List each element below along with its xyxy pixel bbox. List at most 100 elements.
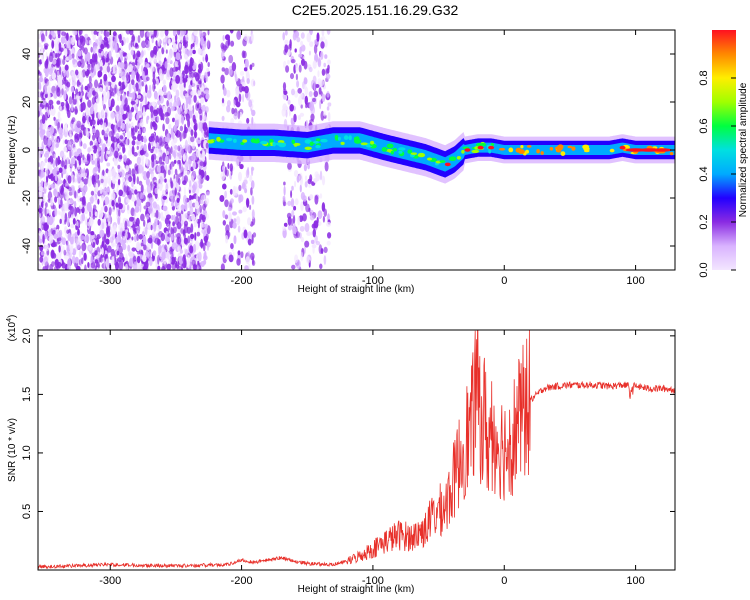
- noise-speckle: [160, 211, 164, 221]
- noise-speckle: [221, 115, 225, 122]
- noise-speckle: [299, 46, 302, 55]
- colorbar-gradient: [712, 30, 736, 270]
- noise-speckle: [114, 150, 119, 159]
- noise-speckle: [202, 242, 206, 252]
- noise-speckle: [118, 68, 123, 77]
- noise-speckle: [118, 34, 122, 40]
- noise-speckle: [72, 233, 77, 239]
- noise-speckle: [169, 177, 172, 185]
- noise-speckle: [251, 116, 254, 126]
- noise-speckle: [90, 196, 94, 204]
- noise-speckle: [184, 93, 189, 98]
- noise-speckle: [297, 114, 302, 121]
- noise-speckle: [128, 238, 132, 243]
- noise-speckle: [204, 89, 209, 95]
- noise-speckle: [73, 30, 78, 36]
- y-tick-label: 0.5: [21, 504, 33, 519]
- noise-speckle: [65, 100, 69, 109]
- noise-speckle: [225, 169, 229, 177]
- noise-speckle: [282, 195, 286, 201]
- noise-speckle: [117, 164, 121, 169]
- noise-speckle: [90, 231, 95, 236]
- noise-speckle: [142, 265, 148, 270]
- noise-speckle: [222, 35, 225, 41]
- x-tick-label: -200: [231, 575, 253, 587]
- noise-speckle: [296, 36, 301, 43]
- noise-speckle: [251, 166, 255, 171]
- noise-speckle: [55, 47, 58, 53]
- noise-speckle: [196, 139, 202, 144]
- noise-speckle: [121, 100, 124, 107]
- noise-speckle: [207, 62, 210, 67]
- noise-speckle: [298, 53, 303, 58]
- noise-speckle: [116, 250, 120, 256]
- noise-speckle: [312, 97, 316, 103]
- noise-speckle: [61, 31, 66, 36]
- noise-speckle: [135, 57, 138, 66]
- noise-speckle: [314, 53, 319, 63]
- signal-blob: [240, 142, 245, 145]
- noise-speckle: [90, 63, 94, 73]
- noise-speckle: [122, 113, 127, 120]
- noise-speckle: [94, 211, 98, 217]
- noise-speckle: [55, 36, 61, 45]
- noise-speckle: [115, 132, 120, 139]
- noise-speckle: [324, 161, 329, 172]
- noise-speckle: [230, 40, 235, 47]
- noise-speckle: [90, 154, 93, 165]
- noise-speckle: [106, 90, 110, 100]
- noise-speckle: [81, 101, 86, 111]
- signal-blob: [275, 142, 283, 146]
- noise-speckle: [305, 203, 310, 213]
- noise-speckle: [226, 105, 231, 113]
- noise-speckle: [44, 157, 48, 163]
- noise-speckle: [47, 183, 51, 189]
- noise-speckle: [184, 64, 189, 75]
- noise-speckle: [48, 209, 52, 216]
- noise-speckle: [64, 226, 67, 231]
- noise-speckle: [94, 79, 99, 89]
- noise-speckle: [185, 248, 189, 257]
- noise-speckle: [184, 161, 189, 168]
- signal-blob: [461, 149, 465, 154]
- noise-speckle: [281, 108, 286, 117]
- signal-peak: [488, 145, 495, 150]
- signal-blob: [320, 138, 328, 143]
- noise-speckle: [135, 105, 138, 112]
- noise-speckle: [101, 247, 104, 256]
- noise-speckle: [153, 45, 158, 55]
- noise-speckle: [56, 53, 60, 58]
- noise-speckle: [146, 171, 150, 179]
- noise-speckle: [287, 224, 293, 231]
- noise-speckle: [293, 227, 297, 235]
- noise-speckle: [105, 57, 109, 63]
- signal-blob: [456, 156, 461, 160]
- noise-speckle: [239, 163, 244, 170]
- noise-speckle: [155, 209, 159, 219]
- noise-speckle: [141, 70, 145, 80]
- noise-speckle: [175, 130, 181, 138]
- noise-speckle: [66, 81, 71, 88]
- noise-speckle: [164, 244, 168, 251]
- noise-speckle: [141, 81, 144, 87]
- noise-speckle: [195, 150, 201, 158]
- noise-speckle: [39, 256, 44, 263]
- noise-speckle: [319, 99, 322, 110]
- x-tick-label: -100: [362, 575, 384, 587]
- noise-speckle: [191, 141, 196, 150]
- noise-speckle: [159, 176, 163, 185]
- signal-blob: [426, 157, 433, 161]
- noise-speckle: [300, 44, 306, 52]
- noise-speckle: [92, 153, 95, 161]
- signal-blob: [260, 140, 268, 145]
- colorbar: 0.0 0.2 0.4 0.6 0.8 Normalized spectral ampl…: [698, 30, 749, 278]
- signal-blob: [256, 138, 260, 142]
- noise-speckle: [57, 196, 61, 206]
- noise-speckle: [74, 256, 79, 264]
- noise-speckle: [171, 242, 176, 250]
- noise-speckle: [320, 41, 325, 49]
- noise-speckle: [183, 103, 187, 111]
- noise-speckle: [193, 216, 198, 224]
- noise-speckle: [95, 261, 100, 270]
- noise-speckle: [102, 90, 107, 96]
